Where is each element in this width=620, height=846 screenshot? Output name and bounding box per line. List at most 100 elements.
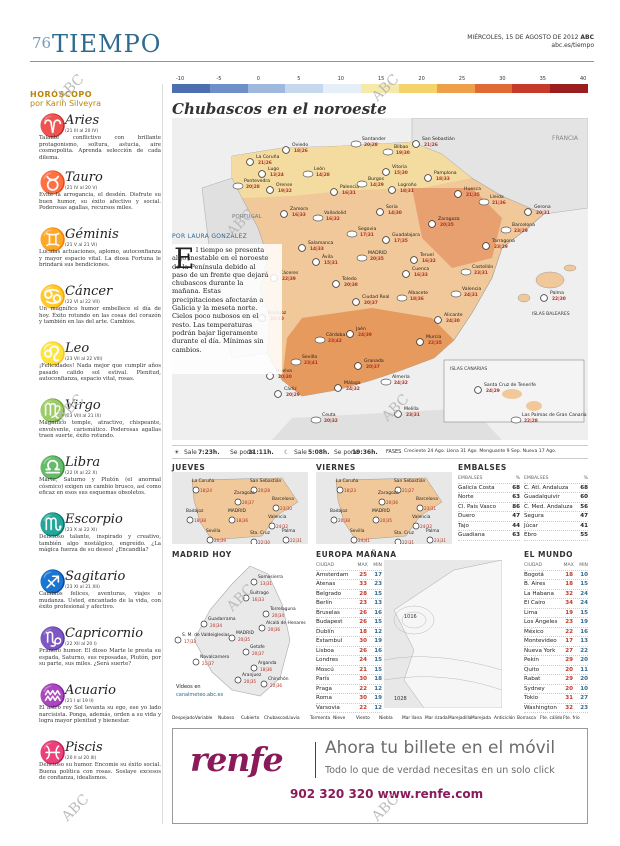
- city-temps: 18|24: [200, 488, 212, 493]
- northeast-hot: [412, 188, 502, 268]
- city-name: Londres: [316, 657, 339, 663]
- gran-canaria: [526, 401, 542, 411]
- sun-icon: [402, 270, 410, 278]
- date-text: MIÉRCOLES, 15 DE AGOSTO DE 2012: [467, 34, 579, 41]
- legend-item: Fte. frío: [563, 716, 580, 721]
- cloud-icon: [382, 148, 394, 156]
- city-name: Nueva York: [524, 647, 556, 654]
- mini-city: Barcelona 23|31: [416, 496, 438, 512]
- sign-text: Delicioso su humor. Encomie su éxito soc…: [39, 762, 161, 782]
- city-name: Toledo: [341, 276, 357, 282]
- city-name: Logroño: [398, 182, 417, 188]
- temp-max: 24: [359, 657, 367, 663]
- temp-max: 26: [359, 619, 367, 625]
- sign-text: Magnífico temple, atractivo, chispeante,…: [39, 420, 161, 440]
- sign-dates: (22 VI al 22 VII): [65, 300, 100, 305]
- cloud-icon: [510, 416, 522, 424]
- temp-min: 15: [374, 657, 382, 663]
- phases-label: FASES: [386, 449, 402, 455]
- sign-name: Géminis: [65, 227, 119, 242]
- viernes-title: VIERNES: [316, 463, 356, 472]
- legend-item: Variable: [195, 716, 213, 721]
- city-name: Sta. Cruz: [250, 530, 271, 536]
- sun-icon: [228, 516, 236, 524]
- horoscope-sign: ♒ Acuario (21 I al 19 II) El astro rey Sol …: [30, 682, 161, 739]
- embalse-name: C. Med. Andaluza: [524, 503, 573, 510]
- horoscope-sign: ♉ Tauro (21 IV al 20 V) Evite la arrogancia…: [30, 169, 161, 226]
- city-temps: 24|31: [464, 292, 478, 298]
- sun-icon: [246, 158, 254, 166]
- moonrise-time: 5:08h.: [308, 449, 330, 456]
- city-name: Los Ángeles: [524, 619, 558, 625]
- weather-legend: Despejado Variable Nuboso Cubierto Chubascos…: [172, 712, 588, 724]
- renfe-logo[interactable]: renfe: [190, 740, 284, 779]
- horoscope-sign: ♈ Aries (21 III al 20 IV) Talante conflicti…: [30, 112, 161, 169]
- baleares-label: ISLAS BALEARES: [532, 311, 570, 317]
- city-temps: 21|27: [402, 488, 414, 493]
- city-name: Melilla: [404, 406, 419, 412]
- horoscope-sign: ♍ Virgo (23 VIII al 21 IX) Magnífico temple…: [30, 397, 161, 454]
- brand: ABC: [580, 34, 594, 41]
- sign-dates: (21 IV al 20 V): [65, 186, 98, 191]
- sign-dates: (23 XI al 21 XII): [65, 585, 100, 590]
- city-temps: 16|33: [252, 597, 264, 602]
- temp-max: 28: [359, 590, 367, 597]
- city-name: Barcelona: [512, 222, 535, 228]
- jueves-spain: [191, 477, 299, 541]
- sun-icon: [434, 316, 442, 324]
- temp-max: 33: [359, 581, 367, 587]
- sun-icon: [234, 498, 242, 506]
- horoscope-sign: ♑ Capricornio (22 XII al 20 I) Primero humo…: [30, 625, 161, 682]
- temp-min: 23: [374, 581, 382, 587]
- mini-city: La Coruña 18|24: [192, 478, 215, 494]
- sun-icon: [394, 410, 402, 418]
- cloud-icon: [460, 268, 472, 276]
- europa-title: EUROPA MAÑANA: [316, 550, 397, 559]
- scale-swatch: [512, 84, 551, 93]
- sun-icon: [192, 486, 200, 494]
- sun-icon: [382, 168, 390, 176]
- table-row: Quito 20 11: [524, 666, 588, 675]
- city-name: Zaragoza: [378, 490, 399, 496]
- sun-icon: [312, 258, 320, 266]
- city-temps: 20|38: [338, 518, 350, 523]
- sign-text: Primero humor. El dioso Marte le presta …: [39, 648, 161, 668]
- scale-tick: -5: [216, 76, 222, 82]
- city-temps: 20|28: [258, 488, 270, 493]
- city-temps: 21|37: [202, 661, 214, 666]
- horoscope-sign: ♐ Sagitario (23 XI al 21 XII) Cambios felic…: [30, 568, 161, 625]
- temp-min: 12: [374, 704, 382, 711]
- temp-min: 18: [374, 676, 382, 682]
- city-temps: 18|38: [194, 518, 206, 523]
- renfe-ad[interactable]: [172, 728, 588, 824]
- city-temps: 18|36: [410, 296, 424, 302]
- city-name: La Coruña: [336, 478, 359, 484]
- ad-contact[interactable]: 902 320 320 www.renfe.com: [290, 787, 484, 801]
- horoscope-signs: ♈ Aries (21 III al 20 IV) Talante conflicti…: [30, 112, 161, 796]
- city-name: Roma: [316, 695, 332, 701]
- temp-min: 19: [374, 695, 382, 701]
- city-temps: 23|31: [406, 412, 420, 418]
- sign-name: Cáncer: [65, 284, 113, 299]
- city-name: Estambul: [316, 638, 343, 644]
- city-temps: 24|39: [358, 332, 372, 338]
- city-name: Salamanca: [308, 240, 334, 246]
- city-temps: 18|26: [294, 148, 308, 154]
- city-name: Chinchón: [268, 675, 289, 682]
- temp-min: 12: [374, 685, 382, 692]
- city-temps: 15|30: [394, 170, 408, 176]
- phases-text: Creciente 24 Ago. Llena 31 Ago. Menguant…: [404, 449, 557, 454]
- city-temps: 20|35: [238, 637, 250, 642]
- europa-table: CIUDAD MAX MIN Amsterdam 25 17 Atenas 33 23 Belgr…: [316, 561, 382, 713]
- legend-item: Marejadilla: [448, 716, 472, 721]
- jueves-map: La Coruña 18|24 San Sebastián 20|28Zaragoza…: [172, 472, 308, 544]
- city-name: Pamplona: [434, 170, 457, 176]
